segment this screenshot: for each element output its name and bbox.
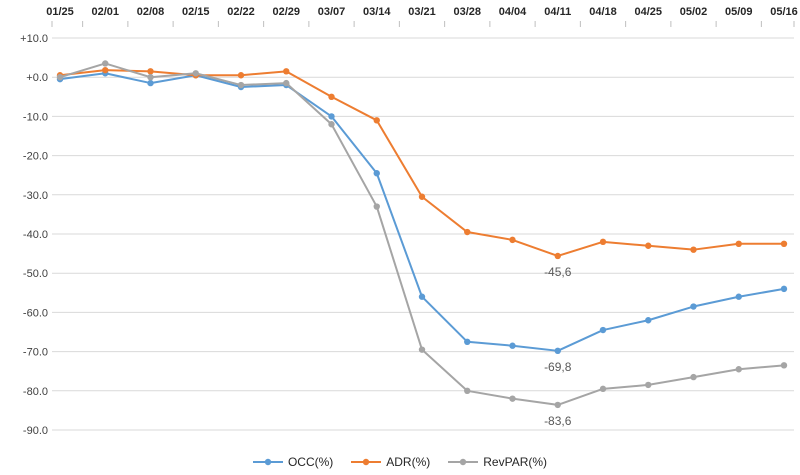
- x-tick-label: 04/11: [544, 6, 571, 18]
- data-point-occ: [645, 317, 652, 324]
- data-point-occ: [373, 170, 380, 177]
- x-tick-label: 03/07: [318, 6, 346, 18]
- data-point-revpar: [509, 395, 516, 402]
- legend-item-occ: OCC(%): [252, 455, 334, 469]
- data-point-revpar: [464, 387, 471, 394]
- x-tick-label: 04/04: [499, 6, 527, 18]
- legend-label-revpar: RevPAR(%): [483, 455, 548, 469]
- y-tick-label: -60.0: [23, 307, 48, 319]
- data-point-revpar: [735, 366, 742, 373]
- series-line-occ: [59, 72, 785, 352]
- legend-marker-revpar: [448, 458, 479, 466]
- data-label: -69,8: [544, 360, 572, 374]
- x-tick-label: 04/18: [589, 6, 617, 18]
- data-point-revpar: [645, 381, 652, 389]
- data-label: -45,6: [544, 265, 572, 279]
- data-point-adr: [735, 240, 742, 247]
- data-label: -83,6: [544, 414, 572, 428]
- data-point-revpar: [780, 362, 788, 369]
- data-point-adr: [554, 252, 561, 260]
- data-point-occ: [599, 326, 607, 334]
- x-tick-label: 05/02: [680, 6, 708, 18]
- x-tick-label: 02/08: [137, 6, 165, 18]
- data-point-revpar: [56, 74, 64, 81]
- data-point-adr: [645, 242, 652, 249]
- legend-marker-occ: [252, 458, 283, 466]
- legend-item-revpar: RevPAR(%): [448, 455, 547, 469]
- data-point-occ: [780, 285, 788, 293]
- y-tick-label: -20.0: [23, 151, 48, 163]
- data-point-occ: [690, 303, 697, 310]
- y-tick-label: -70.0: [23, 347, 48, 359]
- data-point-occ: [328, 113, 335, 120]
- data-point-revpar: [599, 385, 607, 393]
- x-tick-label: 03/28: [453, 6, 481, 18]
- data-point-adr: [599, 238, 607, 246]
- data-point-revpar: [102, 60, 109, 67]
- data-point-revpar: [192, 70, 199, 77]
- y-tick-label: +0.0: [26, 72, 48, 84]
- data-point-adr: [102, 66, 109, 74]
- x-tick-label: 02/15: [182, 6, 210, 18]
- data-point-revpar: [418, 346, 426, 353]
- data-point-adr: [509, 236, 516, 244]
- x-tick-label: 04/25: [634, 6, 662, 18]
- data-point-revpar: [373, 203, 380, 210]
- y-tick-label: -90.0: [23, 425, 48, 437]
- legend-item-adr: ADR(%): [351, 455, 430, 469]
- x-tick-label: 02/29: [272, 6, 300, 18]
- y-tick-label: -30.0: [23, 190, 48, 202]
- x-tick-label: 02/22: [227, 6, 255, 18]
- legend-label-adr: ADR(%): [386, 455, 431, 469]
- data-point-adr: [690, 246, 697, 253]
- data-point-adr: [373, 117, 380, 124]
- data-point-occ: [735, 293, 742, 300]
- data-point-adr: [328, 93, 335, 101]
- y-tick-label: -80.0: [23, 386, 48, 398]
- y-tick-label: +10.0: [20, 33, 48, 45]
- data-point-occ: [418, 293, 426, 300]
- x-tick-label: 03/14: [363, 6, 391, 18]
- data-point-occ: [509, 342, 516, 349]
- y-tick-label: -40.0: [23, 229, 48, 241]
- x-tick-label: 02/01: [91, 6, 119, 18]
- line-chart: +10.0 +0.0 -10.0 -20.0 -30.0 -40.0 -50.0 -60.0 -…: [20, 6, 798, 437]
- data-point-adr: [780, 240, 788, 247]
- data-point-adr: [418, 193, 426, 200]
- data-point-revpar: [237, 81, 245, 89]
- x-tick-label: 01/25: [46, 6, 74, 18]
- legend-marker-adr: [351, 458, 382, 466]
- data-point-revpar: [328, 121, 335, 128]
- y-tick-label: -50.0: [23, 268, 48, 280]
- data-point-occ: [464, 338, 471, 345]
- data-point-adr: [283, 68, 290, 75]
- x-tick-label: 05/16: [770, 6, 798, 18]
- data-point-revpar: [554, 401, 561, 409]
- x-tick-label: 03/21: [408, 6, 436, 18]
- data-point-revpar: [147, 74, 154, 81]
- data-point-revpar: [283, 79, 290, 87]
- data-point-adr: [147, 68, 154, 75]
- legend-label-occ: OCC(%): [287, 455, 334, 469]
- data-point-adr: [464, 228, 471, 236]
- chart-legend: OCC(%) ADR(%) RevPAR(%): [0, 455, 800, 469]
- data-point-occ: [554, 347, 561, 355]
- data-point-revpar: [690, 373, 697, 381]
- data-point-adr: [237, 72, 245, 79]
- y-tick-label: -10.0: [23, 111, 48, 123]
- series-line-adr: [59, 69, 785, 257]
- data-point-occ: [147, 79, 154, 87]
- x-tick-label: 05/09: [725, 6, 753, 18]
